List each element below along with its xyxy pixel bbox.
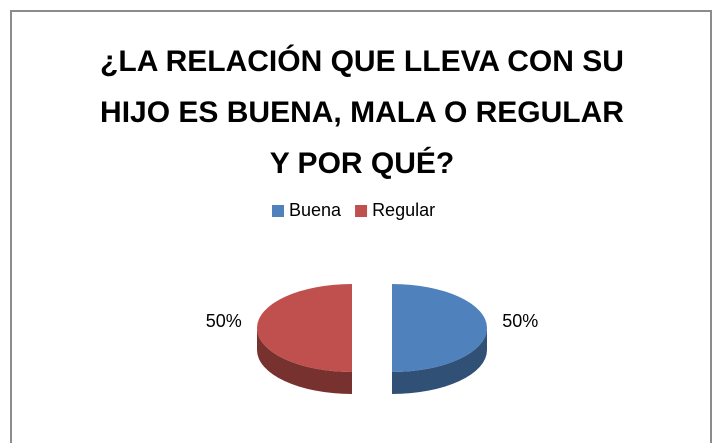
chart-frame bbox=[10, 10, 712, 443]
legend-swatch bbox=[355, 205, 368, 217]
pie-slice bbox=[257, 284, 352, 394]
legend-swatch bbox=[272, 205, 284, 217]
slice-top bbox=[257, 284, 352, 372]
slice-side bbox=[257, 328, 352, 394]
legend-label: Buena bbox=[289, 200, 342, 220]
slice-side bbox=[392, 328, 487, 394]
pie-slice bbox=[392, 284, 487, 394]
slice-top bbox=[392, 284, 487, 372]
legend-label: Regular bbox=[372, 200, 435, 220]
chart-title: ¿LA RELACIÓN QUE LLEVA CON SU HIJO ES BU… bbox=[100, 45, 624, 180]
data-label: 50% bbox=[502, 311, 538, 331]
data-label: 50% bbox=[206, 311, 242, 331]
